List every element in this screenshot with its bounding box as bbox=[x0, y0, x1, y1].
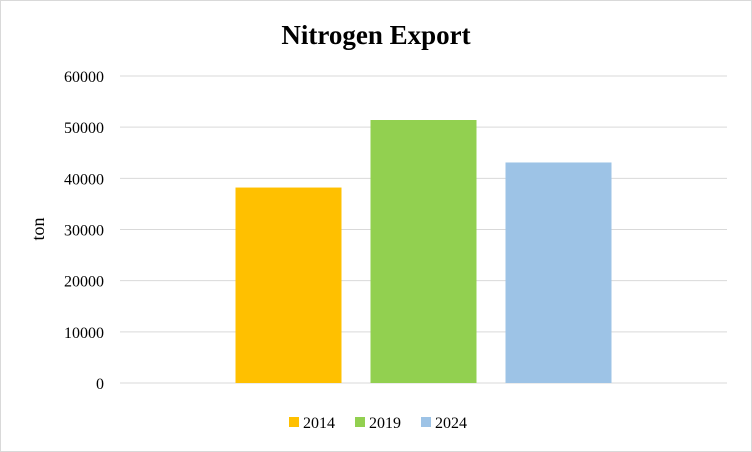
y-tick-label: 50000 bbox=[64, 120, 104, 137]
y-tick-label: 20000 bbox=[64, 274, 104, 291]
y-tick-label: 0 bbox=[96, 376, 104, 393]
legend-swatch-2014 bbox=[289, 417, 299, 427]
legend-swatch-2024 bbox=[421, 417, 431, 427]
legend-label-2024: 2024 bbox=[435, 415, 467, 432]
y-tick-label: 40000 bbox=[64, 171, 104, 188]
legend-label-2019: 2019 bbox=[369, 415, 401, 432]
bars bbox=[235, 120, 612, 384]
y-tick-label: 60000 bbox=[64, 69, 104, 86]
y-tick-label: 30000 bbox=[64, 223, 104, 240]
bar-2019 bbox=[370, 120, 477, 384]
bar-2014 bbox=[235, 187, 342, 383]
legend: 2014 2019 2024 bbox=[289, 415, 467, 432]
bar-2024 bbox=[505, 162, 612, 383]
legend-swatch-2019 bbox=[355, 417, 365, 427]
chart-title: Nitrogen Export bbox=[281, 20, 470, 50]
y-tick-label: 10000 bbox=[64, 325, 104, 342]
y-axis-label: ton bbox=[28, 217, 48, 240]
y-tick-labels: 0 10000 20000 30000 40000 50000 60000 bbox=[64, 69, 104, 393]
legend-label-2014: 2014 bbox=[303, 415, 335, 432]
